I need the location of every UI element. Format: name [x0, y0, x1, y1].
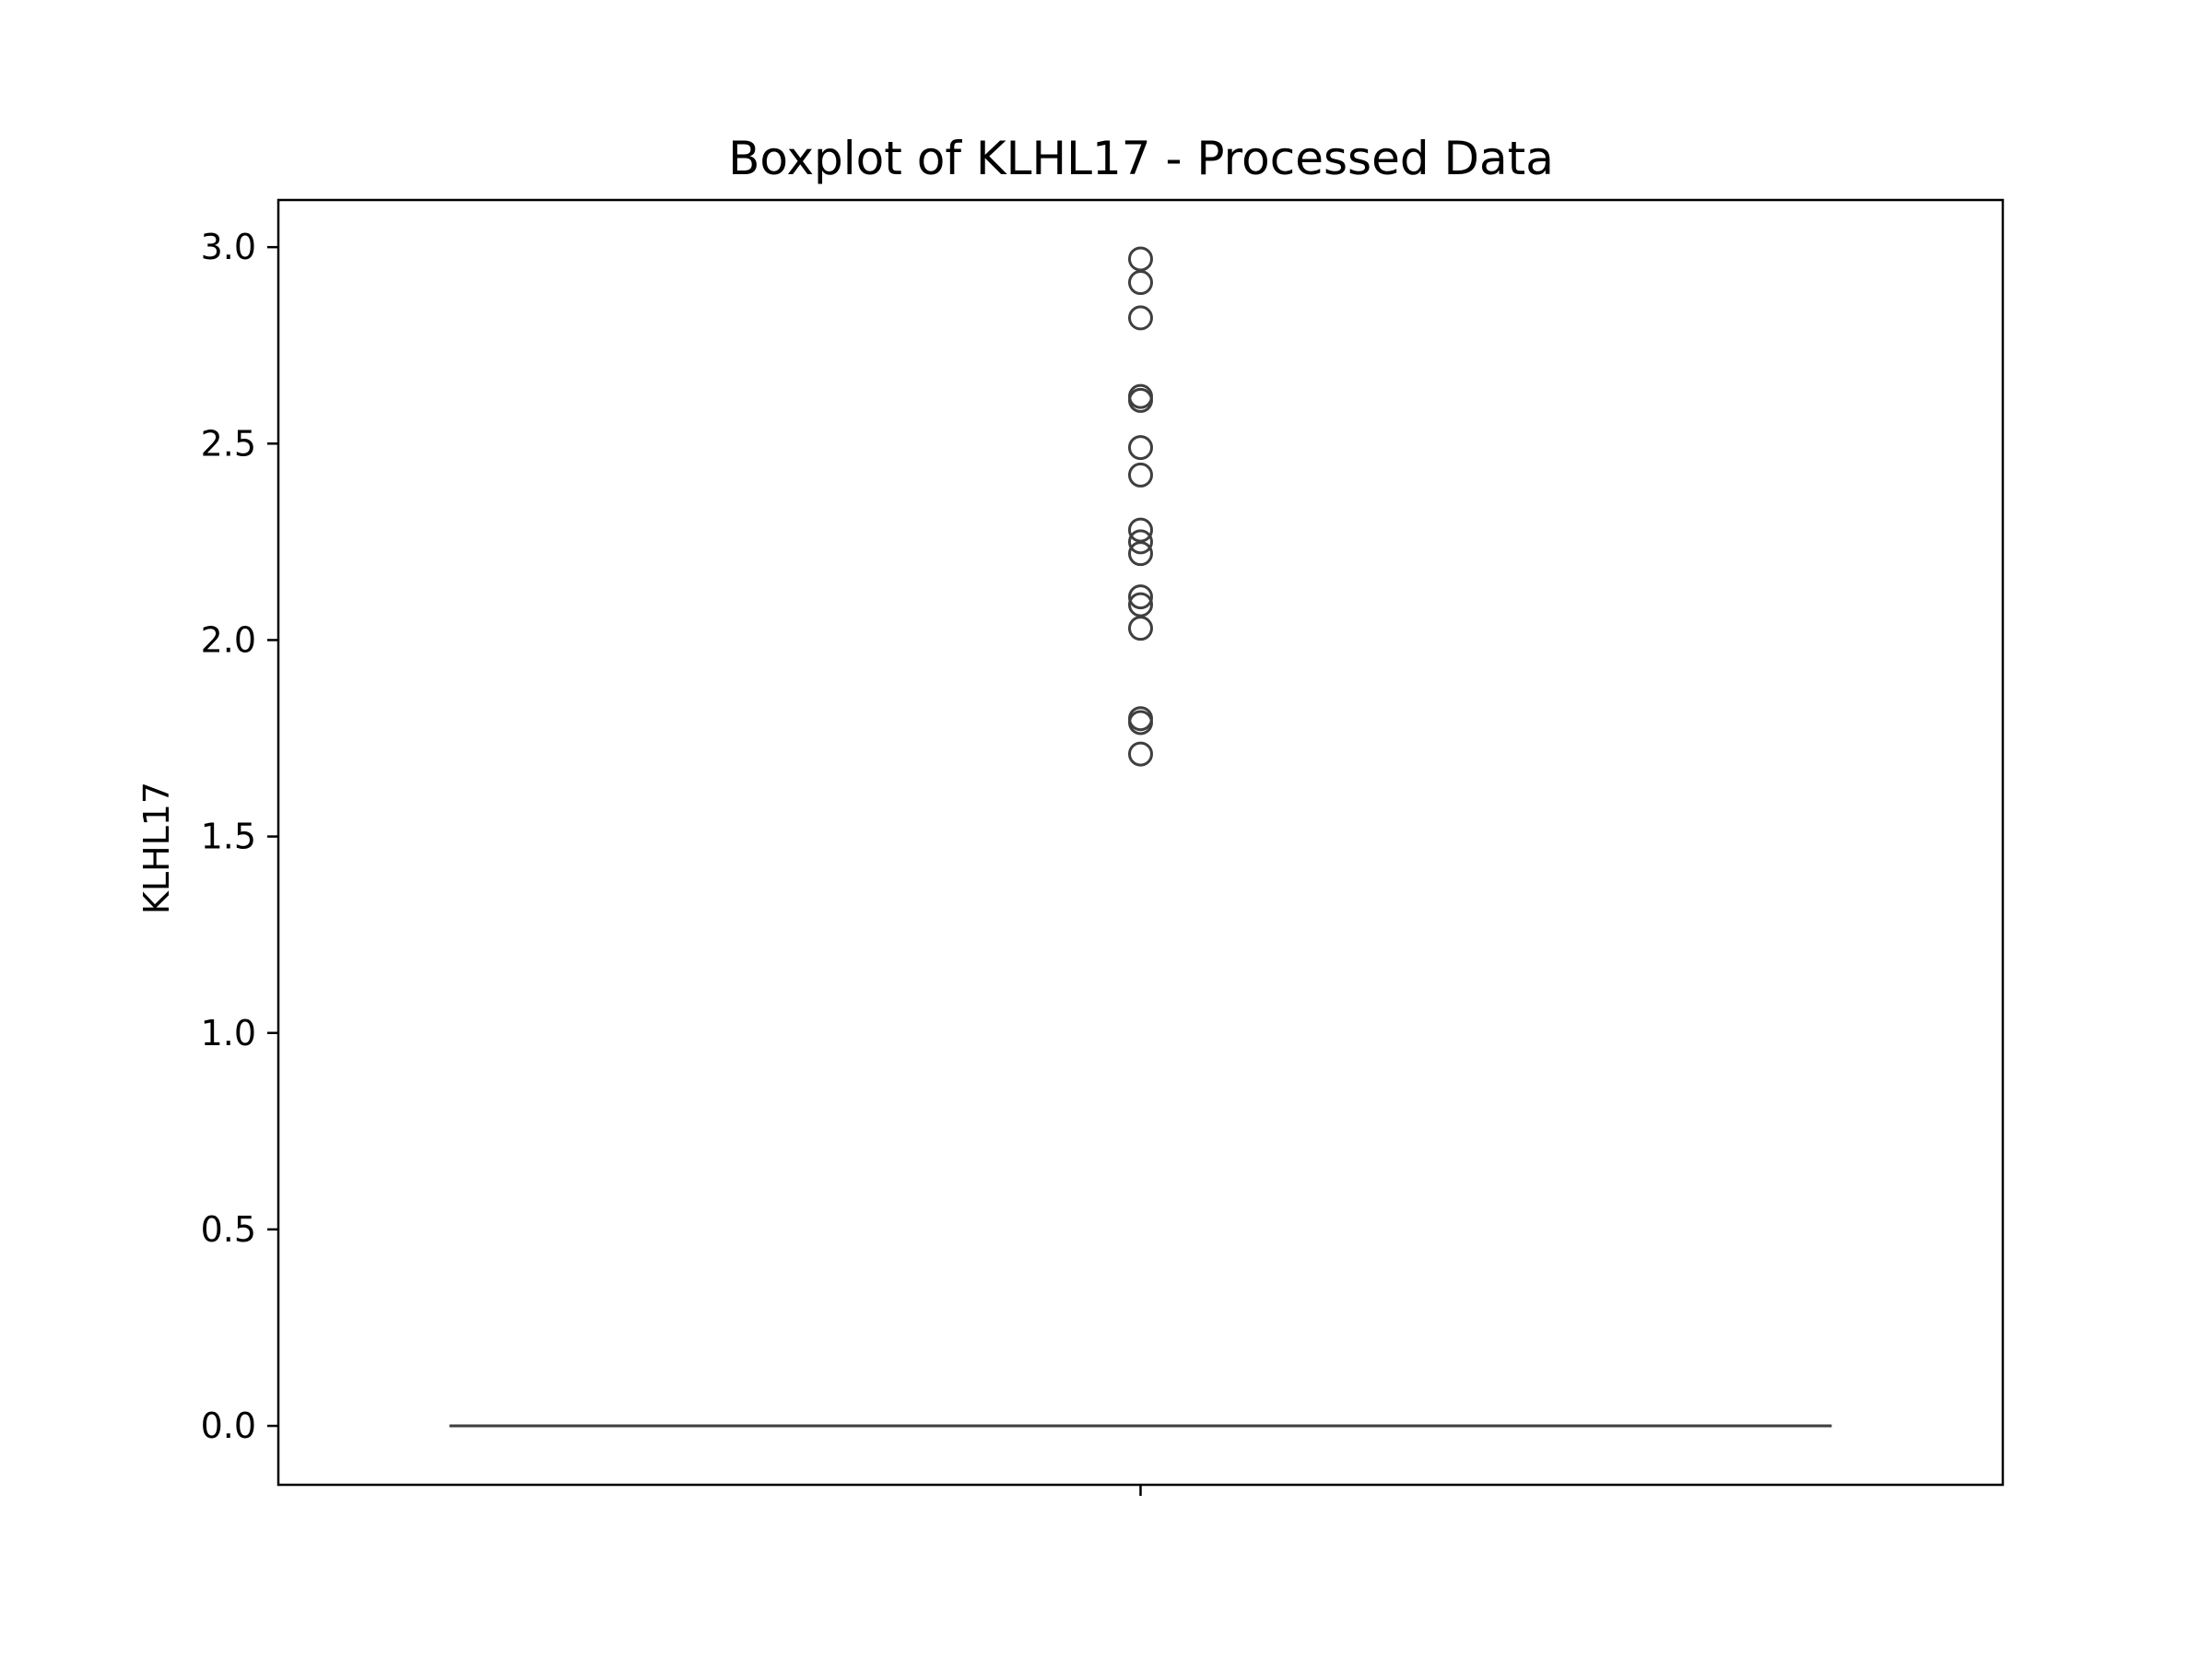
y-tick-label: 1.0	[201, 1013, 256, 1053]
y-tick-label: 1.5	[201, 817, 256, 857]
outlier-point	[1128, 592, 1153, 618]
outlier-point	[1128, 387, 1153, 413]
y-tick-label: 0.5	[201, 1209, 256, 1250]
outlier-point	[1128, 270, 1153, 296]
outlier-point	[1128, 616, 1153, 641]
y-tick-label: 0.0	[201, 1406, 256, 1446]
outlier-point	[1128, 541, 1153, 567]
box-series	[449, 246, 1832, 1428]
outlier-point	[1128, 710, 1153, 735]
outlier-point	[1128, 246, 1153, 272]
plot-frame	[276, 198, 2005, 1487]
outlier-point	[1128, 529, 1153, 555]
outlier-point	[1128, 517, 1153, 543]
y-tick-label: 3.0	[201, 227, 256, 267]
outlier-point	[1128, 584, 1153, 610]
y-tick-label: 2.5	[201, 423, 256, 464]
outlier-point	[1128, 435, 1153, 461]
y-axis-ticks: 0.0 0.5 1.0 1.5 2.0 2.5 3.0	[201, 227, 278, 1446]
outlier-point	[1128, 462, 1153, 488]
y-axis-label: KLHL17	[136, 782, 177, 914]
chart-title: Boxplot of KLHL17 - Processed Data	[728, 132, 1554, 185]
outlier-point	[1128, 305, 1153, 331]
y-tick-label: 2.0	[201, 619, 256, 660]
outlier-point	[1128, 741, 1153, 767]
